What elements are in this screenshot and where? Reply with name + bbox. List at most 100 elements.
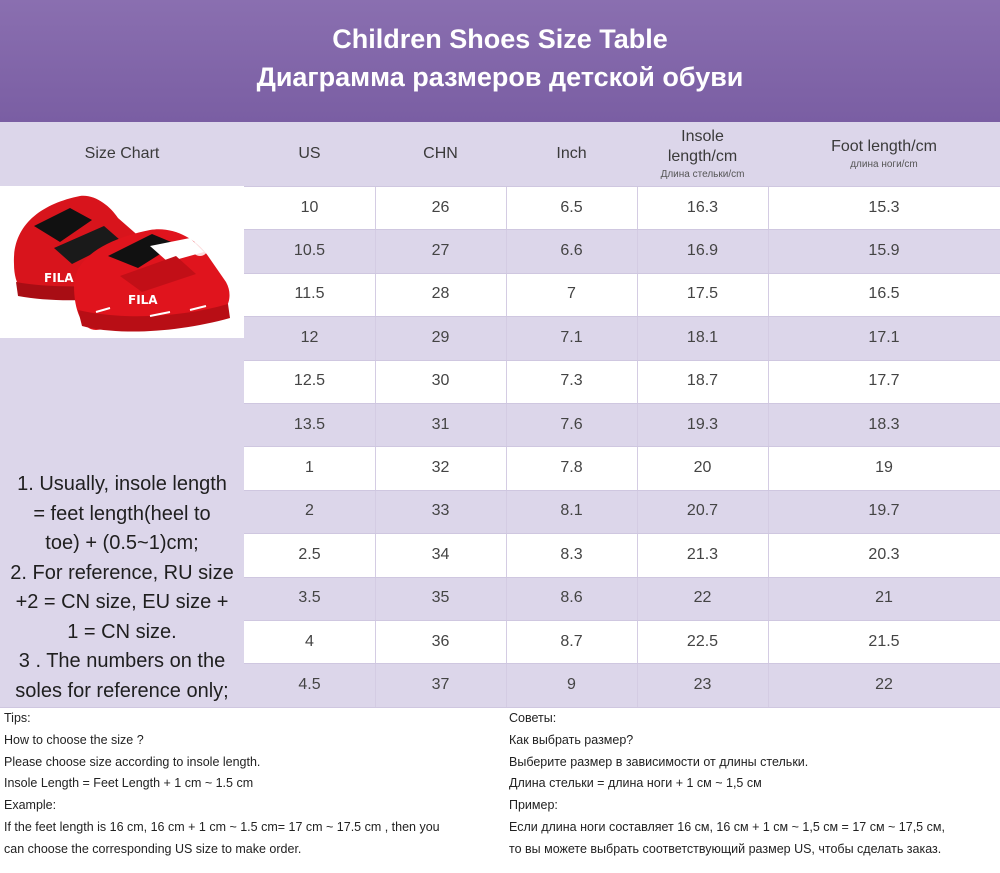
- column-divider: [375, 620, 376, 664]
- column-divider: [637, 229, 638, 273]
- note-1: 1. Usually, insole length = feet length(…: [17, 473, 227, 554]
- table-cell-inch: 6.6: [560, 242, 583, 260]
- tips-english: Tips: How to choose the size ? Please ch…: [4, 708, 500, 861]
- column-divider: [768, 316, 769, 360]
- table-cell-foot: 15.9: [868, 242, 900, 260]
- tips-line: Длина стельки = длина ноги + 1 см ~ 1,5 …: [509, 776, 762, 791]
- title-english: Children Shoes Size Table: [332, 24, 668, 54]
- tips-line: Если длина ноги составляет 16 см, 16 см …: [509, 819, 945, 834]
- red-kids-sneakers-image: FILA FILA: [13, 195, 230, 332]
- table-cell-chn: 35: [431, 589, 450, 607]
- table-cell-foot: 17.1: [868, 328, 900, 346]
- table-cell-insole: 20: [693, 459, 712, 477]
- column-divider: [768, 533, 769, 577]
- table-row: [244, 576, 1000, 620]
- table-cell-inch: 7.1: [560, 328, 583, 346]
- table-cell-us: 1: [305, 459, 314, 477]
- table-row: [244, 533, 1000, 577]
- row-divider: [244, 316, 1000, 318]
- svg-text:FILA: FILA: [128, 293, 158, 307]
- table-cell-chn: 36: [431, 632, 450, 650]
- column-divider: [375, 663, 376, 707]
- table-cell-chn: 32: [431, 459, 450, 477]
- row-divider: [244, 359, 1000, 361]
- table-cell-chn: 28: [431, 285, 450, 303]
- table-cell-foot: 15.3: [868, 198, 900, 216]
- tips-line: Советы:: [509, 711, 557, 725]
- column-divider: [637, 359, 638, 403]
- table-cell-inch: 7.3: [560, 372, 583, 390]
- tips-russian: Советы: Как выбрать размер? Выберите раз…: [509, 708, 999, 861]
- table-row: [244, 272, 1000, 317]
- column-divider: [768, 446, 769, 490]
- table-cell-us: 2: [305, 502, 314, 520]
- table-cell-insole: 16.9: [686, 242, 719, 260]
- table-cell-us: 4.5: [298, 676, 321, 694]
- row-divider: [244, 186, 1000, 187]
- column-divider: [768, 186, 769, 230]
- table-row: [244, 446, 1000, 490]
- table-cell-foot: 19.7: [868, 502, 900, 520]
- col-header-us: US: [298, 145, 321, 162]
- table-cell-insole: 20.7: [686, 502, 719, 520]
- table-cell-inch: 9: [567, 676, 576, 694]
- table-row: [244, 229, 1000, 273]
- column-divider: [506, 446, 507, 490]
- column-divider: [375, 489, 376, 534]
- row-divider: [244, 663, 1000, 665]
- column-divider: [506, 620, 507, 664]
- table-cell-foot: 20.3: [868, 545, 900, 563]
- column-divider: [768, 403, 769, 447]
- column-divider: [506, 359, 507, 403]
- column-divider: [768, 359, 769, 403]
- table-row: [244, 403, 1000, 447]
- column-divider: [768, 489, 769, 534]
- table-row: [244, 620, 1000, 664]
- table-cell-inch: 8.7: [560, 632, 583, 650]
- column-divider: [768, 272, 769, 317]
- col-header-foot: Foot length/cm длина ноги/cm: [831, 137, 937, 170]
- table-cell-foot: 21: [875, 589, 893, 607]
- table-cell-us: 12: [300, 328, 319, 346]
- table-cell-foot: 22: [875, 676, 893, 694]
- table-cell-insole: 16.3: [686, 198, 719, 216]
- table-cell-insole: 18.1: [686, 328, 719, 346]
- svg-text:FILA: FILA: [44, 271, 74, 285]
- table-cell-insole: 23: [693, 676, 712, 694]
- column-divider: [768, 576, 769, 620]
- table-cell-chn: 26: [431, 198, 450, 216]
- column-divider: [637, 446, 638, 490]
- table-cell-inch: 8.3: [560, 545, 583, 563]
- table-cell-foot: 19: [875, 459, 893, 477]
- tips-line: Please choose size according to insole l…: [4, 754, 261, 769]
- column-divider: [506, 316, 507, 360]
- table-cell-inch: 8.6: [560, 589, 583, 607]
- table-row: [244, 359, 1000, 403]
- col-header-inch: Inch: [556, 145, 587, 162]
- tips-line: Как выбрать размер?: [509, 732, 634, 747]
- table-row: [244, 186, 1000, 230]
- column-divider: [637, 403, 638, 447]
- table-cell-inch: 7.8: [560, 459, 583, 477]
- table-cell-inch: 7.6: [560, 415, 583, 433]
- row-divider: [244, 620, 1000, 621]
- column-divider: [637, 576, 638, 620]
- column-divider: [637, 186, 638, 230]
- table-cell-us: 4: [305, 632, 314, 650]
- table-row: [244, 663, 1000, 707]
- table-cell-insole: 21.3: [686, 545, 719, 563]
- table-cell-chn: 34: [431, 545, 450, 563]
- table-cell-foot: 18.3: [868, 415, 900, 433]
- table-cell-foot: 21.5: [868, 632, 900, 650]
- table-cell-chn: 29: [431, 328, 450, 346]
- table-cell-insole: 18.7: [686, 372, 719, 390]
- table-cell-insole: 22.5: [686, 632, 719, 650]
- table-cell-us: 11.5: [294, 285, 325, 303]
- column-divider: [637, 620, 638, 664]
- column-divider: [637, 272, 638, 317]
- table-cell-us: 10: [300, 198, 319, 216]
- table-cell-insole: 22: [693, 589, 712, 607]
- divider: [0, 707, 1000, 708]
- table-cell-chn: 30: [431, 372, 450, 390]
- table-cell-us: 10.5: [293, 242, 326, 260]
